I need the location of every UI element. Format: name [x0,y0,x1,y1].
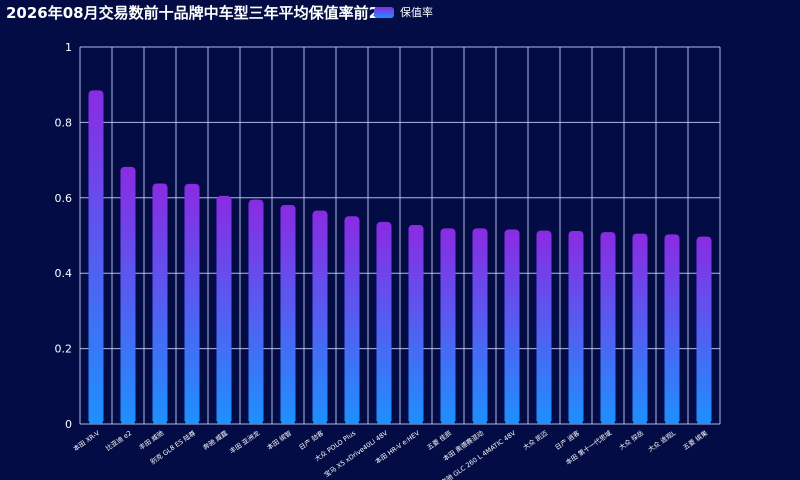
legend-label: 保值率 [400,6,433,19]
bar[interactable] [312,210,328,424]
x-tick-label: 丰田 亚洲龙 [228,428,262,455]
x-tick-label: 五菱 佳辰 [425,428,454,452]
bar[interactable] [248,199,264,424]
bar[interactable] [632,233,648,424]
bar[interactable] [600,232,616,424]
bar[interactable] [216,195,232,424]
x-tick-label: 本田 XR-V [71,428,101,453]
x-tick-label: 大众 凯迈 [521,428,550,452]
chart-title: 2026年08月交易数前十品牌中车型三年平均保值率前20 [6,4,390,22]
bar[interactable] [376,221,392,424]
x-tick-label: 五菱 缤果 [681,428,710,452]
y-tick-label: 0.4 [55,267,73,280]
bar[interactable] [152,183,168,424]
bar[interactable] [472,228,488,424]
bar[interactable] [568,230,584,424]
bar[interactable] [88,90,104,424]
x-tick-label: 本田 缤智 [265,428,293,451]
bar[interactable] [504,229,520,424]
y-tick-label: 0.8 [55,116,73,129]
bar[interactable] [344,216,360,424]
bar[interactable] [408,224,424,424]
bar[interactable] [280,204,296,424]
y-tick-label: 0.2 [55,343,73,356]
x-tick-label: 日产 劲客 [297,428,326,452]
x-tick-label: 日产 逍客 [553,428,582,452]
bar[interactable] [120,166,136,425]
y-tick-label: 0 [65,418,72,431]
legend[interactable]: 保值率 [374,4,433,20]
y-tick-label: 1 [65,41,72,54]
x-tick-label: 比亚迪 e2 [104,428,133,452]
y-tick-label: 0.6 [55,192,73,205]
legend-swatch [374,6,394,18]
bar[interactable] [696,236,712,424]
bar[interactable] [184,183,200,424]
bar[interactable] [440,228,456,424]
x-tick-label: 大众 探岳 [617,428,646,452]
bar[interactable] [664,234,680,424]
x-tick-label: 大众 途观L [646,428,677,454]
x-tick-label: 奔驰 威霆 [201,428,230,452]
bar[interactable] [536,230,552,424]
x-tick-label: 丰田 威驰 [137,428,166,452]
